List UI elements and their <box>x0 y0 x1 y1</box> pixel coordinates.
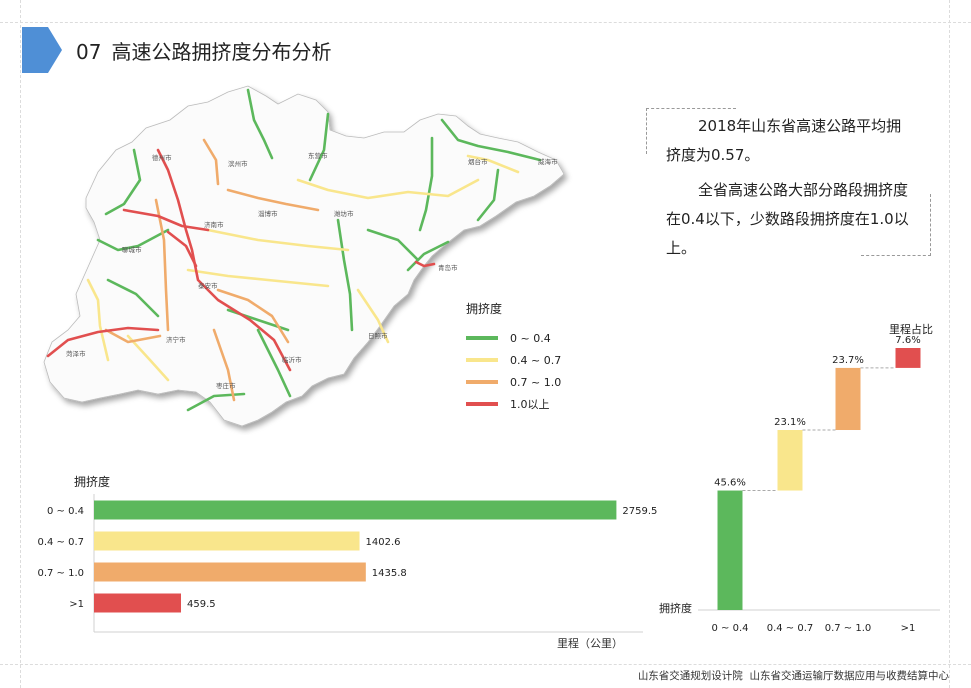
city-label: 临沂市 <box>282 355 302 364</box>
map-legend: 拥挤度 0 ~ 0.4 0.4 ~ 0.7 0.7 ~ 1.0 1.0以上 <box>466 300 561 415</box>
waterfall-value-label: 45.6% <box>714 478 746 489</box>
legend-label: 0.4 ~ 0.7 <box>510 353 562 367</box>
frame-line-bottom <box>0 664 971 665</box>
waterfall-bar <box>895 348 921 368</box>
legend-swatch <box>466 380 498 384</box>
section-title: 高速公路拥挤度分布分析 <box>111 40 332 64</box>
city-label: 威海市 <box>538 157 558 166</box>
legend-item: 0 ~ 0.4 <box>466 327 561 349</box>
footer-org-2: 山东省交通运输厅数据应用与收费结算中心 <box>749 670 950 682</box>
section-number: 07 <box>76 40 102 64</box>
y-tick-label: >1 <box>69 599 84 610</box>
legend-swatch <box>466 358 498 362</box>
x-tick-label: 0.7 ~ 1.0 <box>825 623 872 634</box>
legend-label: 0 ~ 0.4 <box>510 331 551 345</box>
city-label: 泰安市 <box>198 281 218 290</box>
legend-swatch <box>466 402 498 406</box>
x-tick-label: >1 <box>901 623 916 634</box>
x-axis-title: 拥挤度 <box>659 601 692 615</box>
waterfall-value-label: 23.7% <box>832 355 864 366</box>
bar-value-label: 1435.8 <box>372 568 407 579</box>
summary-line-2: 全省高速公路大部分路段拥挤度在0.4以下，少数路段拥挤度在1.0以上。 <box>666 181 909 257</box>
y-tick-label: 0.7 ~ 1.0 <box>37 568 84 579</box>
bar <box>94 562 366 582</box>
shandong-map: 德州市 滨州市 东营市 烟台市 威海市 淄博市 潍坊市 济南市 聊城市 青岛市 … <box>43 85 565 427</box>
x-tick-label: 0 ~ 0.4 <box>711 623 748 634</box>
x-axis-title: 里程（公里） <box>557 637 623 650</box>
bar <box>94 593 181 613</box>
bar <box>94 500 617 520</box>
y-axis-title: 拥挤度 <box>74 474 110 489</box>
city-label: 聊城市 <box>122 245 142 254</box>
page-title: 07 高速公路拥挤度分布分析 <box>76 36 331 65</box>
bar-value-label: 459.5 <box>187 599 216 610</box>
waterfall-value-label: 7.6% <box>895 335 920 346</box>
legend-title: 拥挤度 <box>466 302 503 316</box>
city-label: 枣庄市 <box>216 381 236 390</box>
waterfall-bar <box>777 430 803 491</box>
y-axis-title: 里程占比 <box>889 322 933 336</box>
legend-item: 0.4 ~ 0.7 <box>466 349 561 371</box>
province-outline <box>43 85 565 427</box>
city-label: 潍坊市 <box>334 209 354 218</box>
y-tick-label: 0.4 ~ 0.7 <box>37 537 84 548</box>
bar-value-label: 2759.5 <box>622 506 657 517</box>
bar-value-label: 1402.6 <box>366 537 401 548</box>
frame-line-right <box>949 0 950 688</box>
legend-label: 1.0以上 <box>510 398 550 411</box>
waterfall-bar <box>717 490 743 610</box>
summary-box: 2018年山东省高速公路平均拥挤度为0.57。 全省高速公路大部分路段拥挤度在0… <box>646 108 931 257</box>
city-label: 滨州市 <box>228 159 248 168</box>
header-arrow-icon <box>22 27 62 73</box>
city-label: 青岛市 <box>438 263 458 272</box>
legend-item: 1.0以上 <box>466 393 561 415</box>
bar <box>94 531 360 551</box>
legend-item: 0.7 ~ 1.0 <box>466 371 561 393</box>
frame-line-top <box>0 22 971 23</box>
legend-swatch <box>466 336 498 340</box>
legend-label: 0.7 ~ 1.0 <box>510 375 562 389</box>
waterfall-value-label: 23.1% <box>774 417 806 428</box>
x-tick-label: 0.4 ~ 0.7 <box>767 623 814 634</box>
summary-line-1: 2018年山东省高速公路平均拥挤度为0.57。 <box>666 117 902 164</box>
city-label: 烟台市 <box>468 157 488 166</box>
city-label: 菏泽市 <box>66 349 86 358</box>
waterfall-bar <box>835 367 861 431</box>
frame-line-left <box>20 0 21 688</box>
footer-org-1: 山东省交通规划设计院 <box>637 670 743 682</box>
city-label: 济南市 <box>204 220 224 229</box>
city-label: 淄博市 <box>258 209 278 218</box>
y-tick-label: 0 ~ 0.4 <box>47 506 84 517</box>
footer: 山东省交通规划设计院 山东省交通运输厅数据应用与收费结算中心 <box>638 668 949 683</box>
city-label: 东营市 <box>308 151 328 160</box>
mileage-bar-chart: 拥挤度 0 ~ 0.4 2759.5 0.4 ~ 0.7 1402.6 0.7 ~ 1.0… <box>37 474 657 650</box>
city-label: 德州市 <box>152 153 172 162</box>
city-label: 济宁市 <box>166 335 186 344</box>
city-label: 日照市 <box>368 331 388 340</box>
